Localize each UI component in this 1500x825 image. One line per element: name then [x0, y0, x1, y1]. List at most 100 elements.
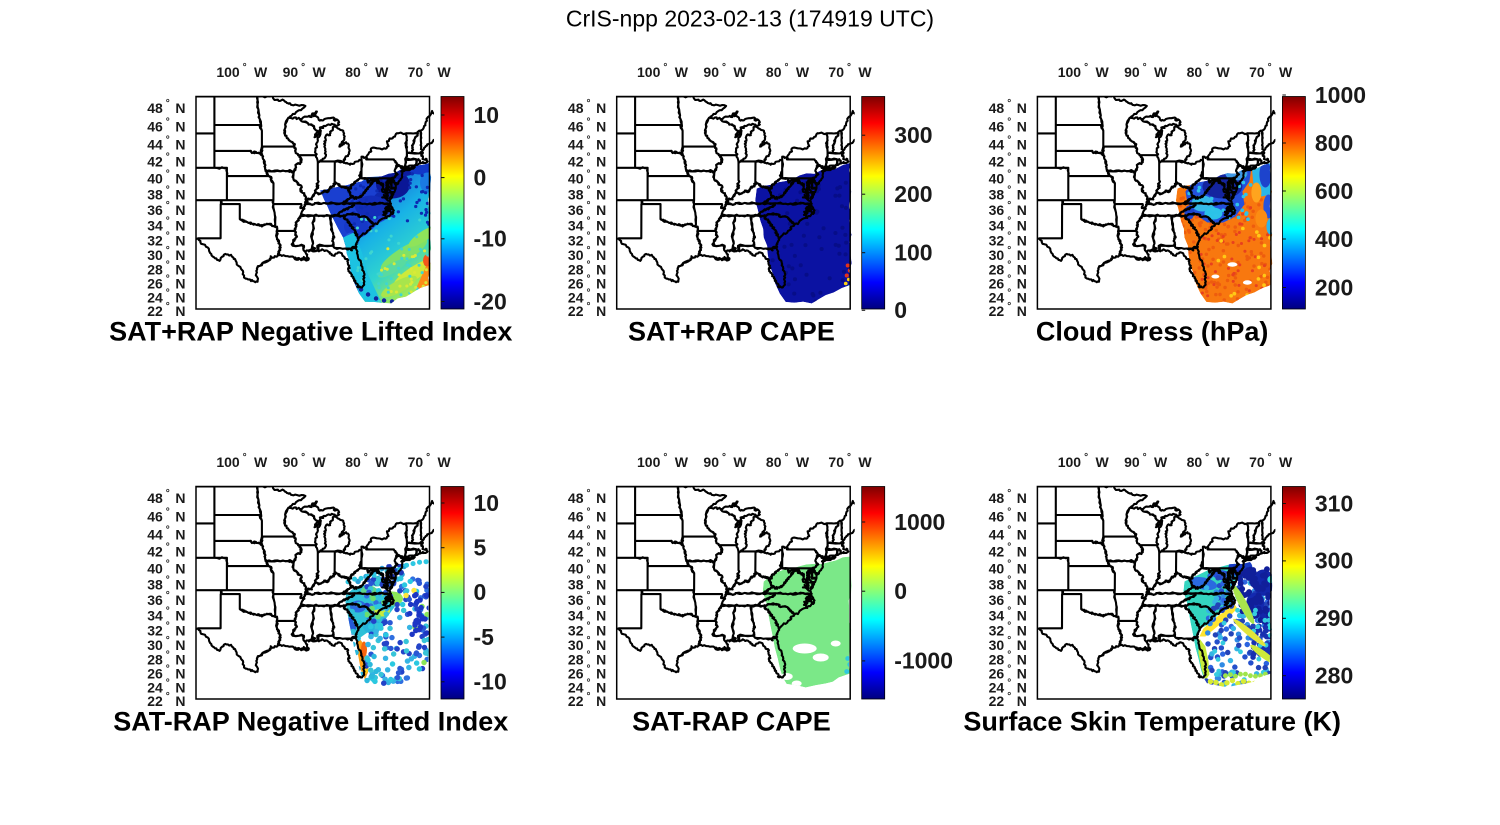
- svg-text:80° W: 80 ° W: [766, 452, 810, 470]
- svg-text:38° N: 38 ° N: [989, 574, 1027, 592]
- svg-text:0: 0: [894, 578, 907, 604]
- svg-text:36° N: 36 ° N: [147, 200, 185, 218]
- svg-text:40° N: 40 ° N: [568, 558, 606, 576]
- svg-text:40° N: 40 ° N: [147, 168, 185, 186]
- svg-text:-5: -5: [474, 624, 495, 650]
- svg-text:90° W: 90 ° W: [703, 452, 747, 470]
- svg-text:34° N: 34 ° N: [147, 606, 185, 624]
- svg-text:36° N: 36 ° N: [568, 200, 606, 218]
- svg-text:42° N: 42 ° N: [568, 152, 606, 170]
- svg-text:24° N: 24 ° N: [147, 678, 185, 696]
- svg-text:24° N: 24 ° N: [989, 678, 1027, 696]
- svg-text:70° W: 70 ° W: [1249, 62, 1293, 80]
- svg-text:-1000: -1000: [894, 648, 953, 674]
- svg-text:44° N: 44 ° N: [147, 524, 185, 542]
- svg-text:80° W: 80 ° W: [345, 62, 389, 80]
- svg-text:26° N: 26 ° N: [568, 274, 606, 292]
- svg-text:46° N: 46 ° N: [989, 507, 1027, 525]
- svg-text:30° N: 30 ° N: [568, 635, 606, 653]
- svg-text:38° N: 38 ° N: [147, 574, 185, 592]
- svg-text:5: 5: [474, 535, 487, 561]
- svg-text:26° N: 26 ° N: [989, 664, 1027, 682]
- svg-text:32° N: 32 ° N: [989, 621, 1027, 639]
- svg-text:26° N: 26 ° N: [989, 274, 1027, 292]
- svg-text:10: 10: [474, 102, 500, 128]
- svg-text:-10: -10: [474, 226, 507, 252]
- svg-text:42° N: 42 ° N: [147, 542, 185, 560]
- svg-text:40° N: 40 ° N: [568, 168, 606, 186]
- svg-text:42° N: 42 ° N: [989, 542, 1027, 560]
- svg-text:42° N: 42 ° N: [147, 152, 185, 170]
- svg-text:36° N: 36 ° N: [568, 590, 606, 608]
- svg-text:290: 290: [1315, 605, 1353, 631]
- svg-text:36° N: 36 ° N: [989, 590, 1027, 608]
- svg-text:24° N: 24 ° N: [568, 678, 606, 696]
- svg-text:100° W: 100 ° W: [1058, 62, 1110, 80]
- svg-text:300: 300: [894, 122, 932, 148]
- svg-text:48° N: 48 ° N: [147, 98, 185, 116]
- svg-text:0: 0: [894, 297, 907, 323]
- svg-text:30° N: 30 ° N: [989, 245, 1027, 263]
- svg-text:70° W: 70 ° W: [828, 452, 872, 470]
- svg-text:80° W: 80 ° W: [1187, 452, 1231, 470]
- svg-text:70° W: 70 ° W: [408, 452, 452, 470]
- svg-text:26° N: 26 ° N: [147, 664, 185, 682]
- svg-text:90° W: 90 ° W: [703, 62, 747, 80]
- svg-text:22° N: 22 ° N: [147, 301, 185, 319]
- svg-text:1000: 1000: [894, 509, 945, 535]
- svg-text:300: 300: [1315, 548, 1353, 574]
- svg-text:34° N: 34 ° N: [989, 216, 1027, 234]
- svg-text:32° N: 32 ° N: [568, 231, 606, 249]
- svg-text:Cloud Press (hPa): Cloud Press (hPa): [1036, 317, 1269, 347]
- svg-text:36° N: 36 ° N: [147, 590, 185, 608]
- svg-text:90° W: 90 ° W: [1124, 62, 1168, 80]
- svg-text:46° N: 46 ° N: [147, 117, 185, 135]
- svg-text:100° W: 100 ° W: [1058, 452, 1110, 470]
- svg-text:32° N: 32 ° N: [568, 621, 606, 639]
- svg-text:46° N: 46 ° N: [147, 507, 185, 525]
- svg-text:400: 400: [1315, 226, 1353, 252]
- svg-text:44° N: 44 ° N: [568, 134, 606, 152]
- svg-text:1000: 1000: [1315, 82, 1366, 108]
- svg-text:28° N: 28 ° N: [147, 650, 185, 668]
- svg-text:28° N: 28 ° N: [147, 260, 185, 278]
- svg-text:48° N: 48 ° N: [568, 488, 606, 506]
- svg-text:32° N: 32 ° N: [989, 231, 1027, 249]
- svg-text:44° N: 44 ° N: [568, 524, 606, 542]
- svg-text:28° N: 28 ° N: [568, 650, 606, 668]
- svg-text:10: 10: [474, 490, 500, 516]
- svg-text:80° W: 80 ° W: [1187, 62, 1231, 80]
- svg-text:100° W: 100 ° W: [216, 62, 268, 80]
- svg-text:42° N: 42 ° N: [568, 542, 606, 560]
- svg-text:24° N: 24 ° N: [989, 288, 1027, 306]
- svg-text:44° N: 44 ° N: [147, 134, 185, 152]
- svg-text:-10: -10: [474, 669, 507, 695]
- svg-text:22° N: 22 ° N: [568, 691, 606, 709]
- svg-text:40° N: 40 ° N: [989, 168, 1027, 186]
- svg-text:46° N: 46 ° N: [568, 507, 606, 525]
- svg-text:38° N: 38 ° N: [568, 574, 606, 592]
- svg-text:100° W: 100 ° W: [637, 452, 689, 470]
- svg-text:SAT-RAP Negative Lifted Index: SAT-RAP Negative Lifted Index: [113, 707, 508, 737]
- svg-text:90° W: 90 ° W: [1124, 452, 1168, 470]
- svg-text:70° W: 70 ° W: [1249, 452, 1293, 470]
- svg-text:600: 600: [1315, 178, 1353, 204]
- svg-text:30° N: 30 ° N: [147, 245, 185, 263]
- svg-text:48° N: 48 ° N: [989, 488, 1027, 506]
- svg-text:80° W: 80 ° W: [345, 452, 389, 470]
- svg-text:44° N: 44 ° N: [989, 134, 1027, 152]
- svg-text:48° N: 48 ° N: [147, 488, 185, 506]
- svg-text:22° N: 22 ° N: [147, 691, 185, 709]
- svg-text:48° N: 48 ° N: [568, 98, 606, 116]
- svg-text:38° N: 38 ° N: [989, 184, 1027, 202]
- svg-text:40° N: 40 ° N: [989, 558, 1027, 576]
- svg-text:30° N: 30 ° N: [989, 635, 1027, 653]
- svg-text:-20: -20: [474, 288, 507, 314]
- svg-text:SAT+RAP Negative Lifted Index: SAT+RAP Negative Lifted Index: [109, 317, 512, 347]
- svg-text:34° N: 34 ° N: [989, 606, 1027, 624]
- svg-text:200: 200: [1315, 274, 1353, 300]
- svg-text:36° N: 36 ° N: [989, 200, 1027, 218]
- svg-text:48° N: 48 ° N: [989, 98, 1027, 116]
- svg-text:800: 800: [1315, 130, 1353, 156]
- svg-text:44° N: 44 ° N: [989, 524, 1027, 542]
